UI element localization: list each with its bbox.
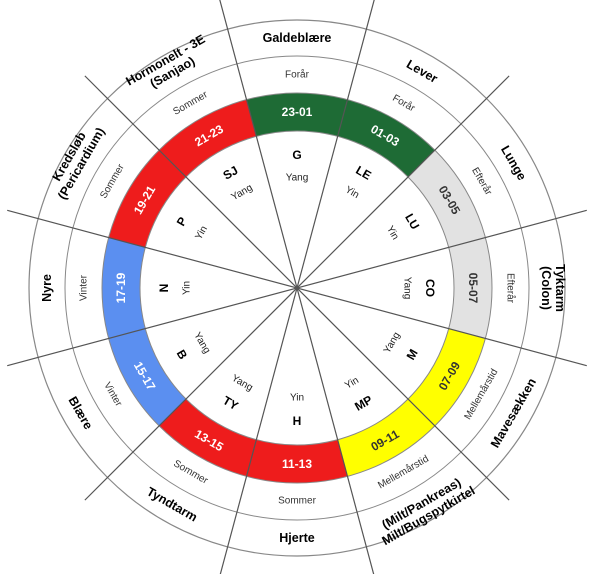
season-label: Sommer [278, 496, 316, 507]
time-band-segment [337, 399, 435, 477]
segment-divider [219, 0, 375, 574]
season-label: Vinter [79, 274, 90, 301]
season-label: Forår [285, 69, 310, 81]
organ-name: Galdeblære [263, 31, 332, 45]
time-label: 11-13 [282, 457, 312, 471]
yin-yang-label: Yin [290, 393, 304, 404]
season-label: Efterår [505, 273, 517, 304]
meridian-abbr: SJ [221, 163, 241, 182]
organ-name: Tyktarm [553, 264, 567, 312]
time-band-outer-edge [101, 92, 493, 484]
time-band-segment [408, 150, 486, 248]
meridian-abbr: G [292, 148, 301, 162]
yin-yang-label: Yang [402, 277, 413, 300]
meridian-abbr: LU [402, 211, 422, 232]
time-band-segment [159, 99, 257, 177]
meridian-abbr: TY [220, 393, 240, 413]
time-band-segment [159, 399, 257, 477]
time-band-segment [108, 328, 186, 426]
organ-name-secondary: (Colon) [539, 266, 553, 310]
yin-yang-label: Yin [182, 281, 193, 295]
time-label: 23-01 [282, 105, 313, 119]
time-band-segment [246, 92, 348, 137]
time-band-inner-edge [139, 130, 455, 446]
time-band-segment [448, 237, 492, 339]
season-ring [64, 55, 530, 521]
meridian-abbr: N [157, 284, 171, 293]
time-band-segment [408, 328, 486, 426]
meridian-abbr: H [293, 414, 302, 428]
wheel-spokes [7, 0, 587, 574]
time-label: 05-07 [466, 273, 480, 304]
time-band-segment [108, 150, 186, 248]
time-label: 17-19 [114, 272, 128, 303]
meridian-abbr: LE [353, 163, 373, 183]
yin-yang-label: Yang [286, 173, 309, 184]
organ-name: Nyre [40, 274, 54, 302]
organ-name: Hjerte [279, 531, 314, 545]
time-band-segment [102, 237, 146, 339]
meridian-abbr: CO [423, 279, 437, 297]
time-band-segment [246, 439, 348, 483]
time-band-segment [337, 99, 435, 177]
